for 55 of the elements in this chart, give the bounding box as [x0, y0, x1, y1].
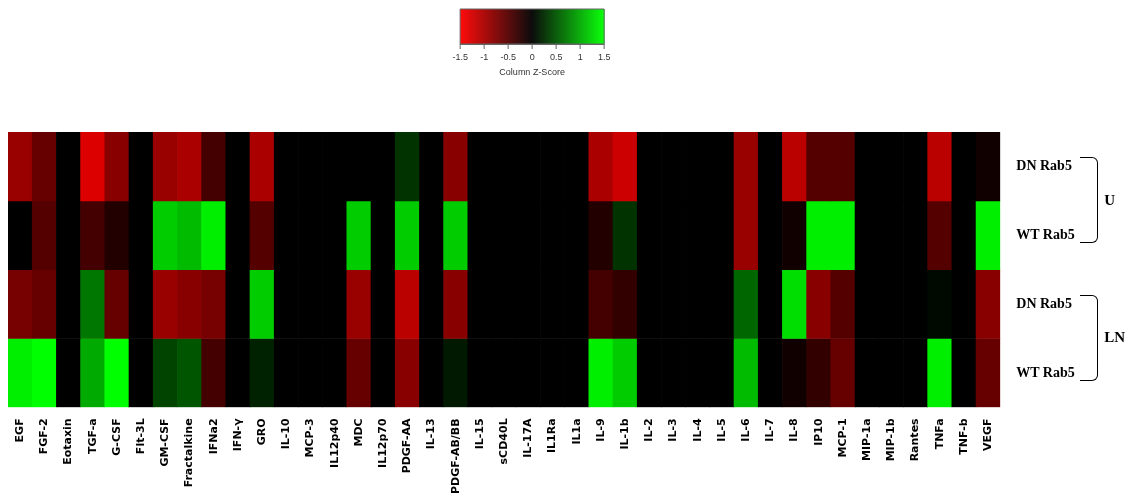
- x-tick-label: PDGF-AB/BB: [448, 418, 462, 495]
- x-tick-label: G-CSF: [109, 418, 123, 456]
- color-bar-label: -1.5: [452, 51, 468, 62]
- x-tick-label: sCD40L: [496, 418, 510, 465]
- x-tick-label: Eotaxin: [61, 418, 75, 465]
- x-tick-label: IL-1b: [618, 418, 631, 450]
- y-tick-label: WT Rab5: [1016, 364, 1075, 380]
- color-bar-label: 1: [577, 51, 583, 62]
- x-tick-label: EGF: [12, 418, 26, 443]
- x-tick-label: IL12p40: [327, 418, 341, 468]
- x-tick-label: IL-10: [279, 418, 293, 450]
- x-tick-label: IL-3: [666, 418, 680, 442]
- x-tick-label: IL12p70: [375, 418, 389, 468]
- x-tick-label: TGF-a: [85, 418, 99, 455]
- color-bar-label: -0.5: [500, 51, 516, 62]
- x-tick-label: IL-15: [472, 418, 486, 450]
- x-tick-label: MDC: [351, 418, 365, 447]
- x-tick-label: TNFa: [932, 418, 946, 450]
- x-tick-label: IL-7: [763, 418, 777, 442]
- x-tick-label: IL-17A: [521, 417, 535, 458]
- x-tick-label: IL-2: [642, 418, 656, 442]
- x-tick-label: IL-9: [593, 418, 607, 442]
- x-tick-label: MCP-3: [303, 418, 317, 458]
- color-bar-label: 1.5: [597, 51, 611, 62]
- x-tick-label: Fractalkine: [182, 418, 196, 488]
- x-tick-label: MCP-1: [835, 418, 849, 458]
- y-tick-label: DN Rab5: [1016, 158, 1072, 174]
- color-bar-label: 0: [529, 51, 535, 62]
- x-tick-label: MIP-1a: [860, 418, 874, 461]
- x-tick-label: IL1Ra: [545, 418, 559, 454]
- x-tick-label: IL-13: [424, 418, 438, 450]
- x-tick-label: IFNa2: [206, 418, 220, 455]
- x-tick-label: IL1a: [569, 418, 583, 445]
- x-tick-label: IFN-γ: [230, 417, 244, 452]
- x-tick-label: PDGF-AA: [400, 417, 414, 474]
- x-tick-label: IL-8: [787, 418, 801, 442]
- x-tick-label: FGF-2: [37, 418, 51, 455]
- text: U: [1104, 191, 1116, 208]
- y-tick-label: DN Rab5: [1016, 295, 1072, 311]
- color-bar-label: 0.5: [549, 51, 563, 62]
- x-tick-label: Flt-3L: [133, 418, 147, 455]
- x-tick-label: GM-CSF: [158, 418, 172, 467]
- x-tick-label: GRO: [254, 418, 268, 446]
- x-tick-label: Rantes: [908, 417, 922, 462]
- color-bar-title: Column Z-Score: [499, 66, 565, 77]
- x-tick-label: MIP-1b: [884, 418, 898, 462]
- x-tick-label: VEGF: [981, 418, 995, 451]
- x-tick-label: IP10: [811, 418, 825, 446]
- y-tick-label: WT Rab5: [1016, 226, 1075, 242]
- text: LN: [1104, 329, 1126, 346]
- x-tick-label: TNF-b: [956, 418, 970, 455]
- x-tick-label: IL-6: [739, 418, 753, 442]
- x-tick-label: IL-4: [690, 418, 704, 442]
- x-tick-label: IL-5: [714, 418, 728, 442]
- color-bar-label: -1: [480, 51, 489, 62]
